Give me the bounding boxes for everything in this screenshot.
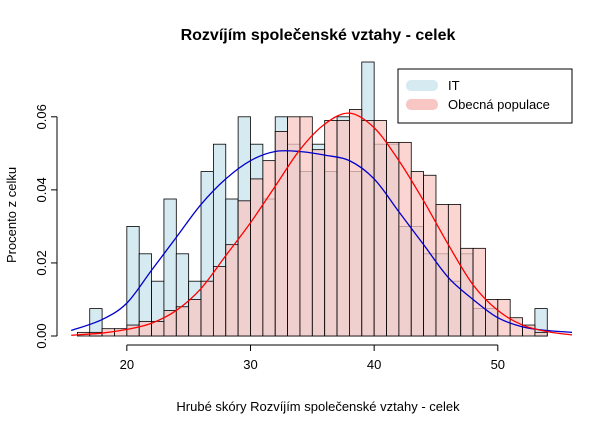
histogram-bar-general <box>151 320 165 337</box>
legend-swatch-it <box>406 80 438 91</box>
histogram-bar-general <box>522 324 536 337</box>
legend-label-it: IT <box>448 78 460 93</box>
histogram-bar-general <box>237 200 251 337</box>
legend-swatch-general <box>406 99 438 110</box>
histogram-bar-general <box>287 116 301 337</box>
legend: IT Obecná populace <box>397 68 573 124</box>
histogram-bar-general <box>349 109 363 337</box>
histogram-bar-general <box>200 280 214 337</box>
histogram-bar-general <box>175 306 190 337</box>
x-tick-label: 30 <box>243 357 257 372</box>
histogram-bar-general <box>225 244 239 337</box>
histogram-bar-general <box>188 299 202 337</box>
y-tick-label: 0.04 <box>34 177 49 202</box>
histogram-bar-general <box>311 149 326 337</box>
y-axis-label: Procento z celku <box>4 167 19 263</box>
density-curves <box>70 112 573 336</box>
x-tick-label: 40 <box>367 357 381 372</box>
histogram-bar-general <box>336 120 350 337</box>
chart-title: Rozvíjím společenské vztahy - celek <box>181 27 456 44</box>
legend-box <box>397 68 573 124</box>
histogram-bar-general <box>423 174 437 337</box>
x-tick-label: 20 <box>120 357 134 372</box>
histogram-bar-general <box>299 116 313 337</box>
histogram-bar-general <box>460 247 474 337</box>
histogram-bar-general <box>447 204 462 337</box>
y-tick-label: 0.02 <box>34 250 49 275</box>
y-tick-label: 0.00 <box>34 323 49 348</box>
histogram-bar-general <box>212 266 227 337</box>
x-axis-label: Hrubé skóry Rozvíjím společenské vztahy … <box>176 399 460 414</box>
histogram-bar-it <box>126 225 140 337</box>
histogram-bar-general <box>361 120 375 337</box>
histogram-bar-general <box>386 141 400 337</box>
x-tick-label: 50 <box>491 357 505 372</box>
histogram-bar-general <box>324 120 338 337</box>
legend-label-general: Obecná populace <box>448 97 550 112</box>
density-curve-general <box>71 112 573 336</box>
histogram-bar-general <box>373 120 387 337</box>
histogram-bar-general <box>274 131 288 337</box>
histogram-bar-general <box>262 160 276 337</box>
histogram-bar-general <box>410 171 425 337</box>
histogram-bar-general <box>250 178 264 337</box>
axes: 20 30 40 50 0.00 0.02 0.04 0.06 <box>34 104 505 372</box>
histogram-bar-general <box>398 141 412 337</box>
histogram-bar-general <box>534 331 548 337</box>
y-tick-label: 0.06 <box>34 104 49 129</box>
density-curve-it <box>70 150 573 333</box>
